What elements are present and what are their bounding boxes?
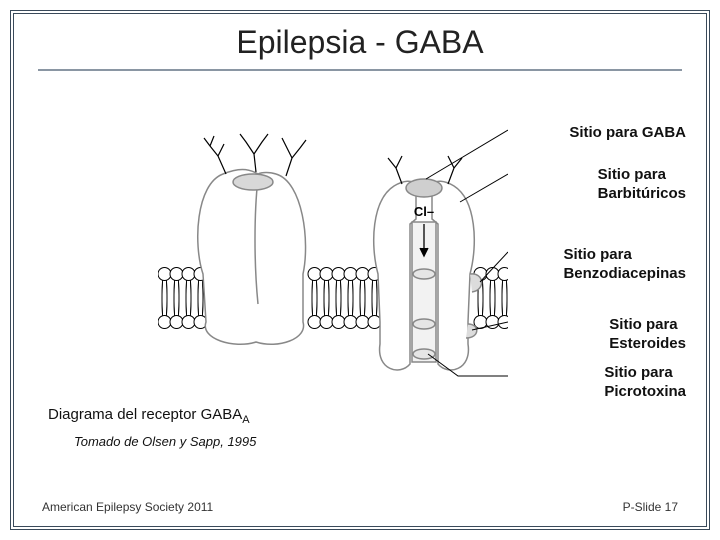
slide-frame: Epilepsia - GABA — [10, 10, 710, 530]
left-protein — [198, 134, 306, 344]
caption-main-sub: A — [242, 414, 249, 426]
label-gaba: Sitio para GABA — [569, 124, 686, 143]
caption-main-text: Diagrama del receptor GABA — [48, 406, 242, 423]
label-picrotoxina-l2: Picrotoxina — [604, 383, 686, 400]
footer-right: P-Slide 17 — [623, 500, 678, 514]
leader-gaba — [426, 130, 508, 179]
label-benzo-l1: Sitio para — [563, 246, 631, 263]
label-benzo-l2: Benzodiacepinas — [563, 265, 686, 282]
label-esteroides-l1: Sitio para — [609, 316, 677, 333]
footer-left: American Epilepsy Society 2011 — [42, 500, 213, 514]
membrane-seg-1 — [158, 268, 207, 329]
receptor-svg: Cl– — [158, 124, 508, 384]
label-esteroides-l2: Esteroides — [609, 335, 686, 352]
membrane-seg-2 — [308, 268, 381, 329]
glycan-left — [204, 134, 306, 176]
label-benzo: Sitio para Benzodiacepinas — [563, 246, 686, 284]
label-barbituricos-l1: Sitio para — [598, 166, 666, 183]
label-barbituricos: Sitio para Barbitúricos — [598, 166, 686, 204]
caption-source: Tomado de Olsen y Sapp, 1995 — [74, 434, 256, 449]
label-esteroides: Sitio para Esteroides — [609, 316, 686, 354]
caption-main: Diagrama del receptor GABAA — [48, 406, 250, 426]
slide-title: Epilepsia - GABA — [14, 24, 706, 61]
right-protein: Cl– — [374, 156, 482, 370]
leader-barbituricos — [460, 174, 508, 202]
cl-label: Cl– — [414, 204, 434, 219]
label-picrotoxina: Sitio para Picrotoxina — [604, 364, 686, 402]
label-picrotoxina-l1: Sitio para — [604, 364, 672, 381]
title-rule — [38, 69, 682, 71]
label-barbituricos-l2: Barbitúricos — [598, 185, 686, 202]
